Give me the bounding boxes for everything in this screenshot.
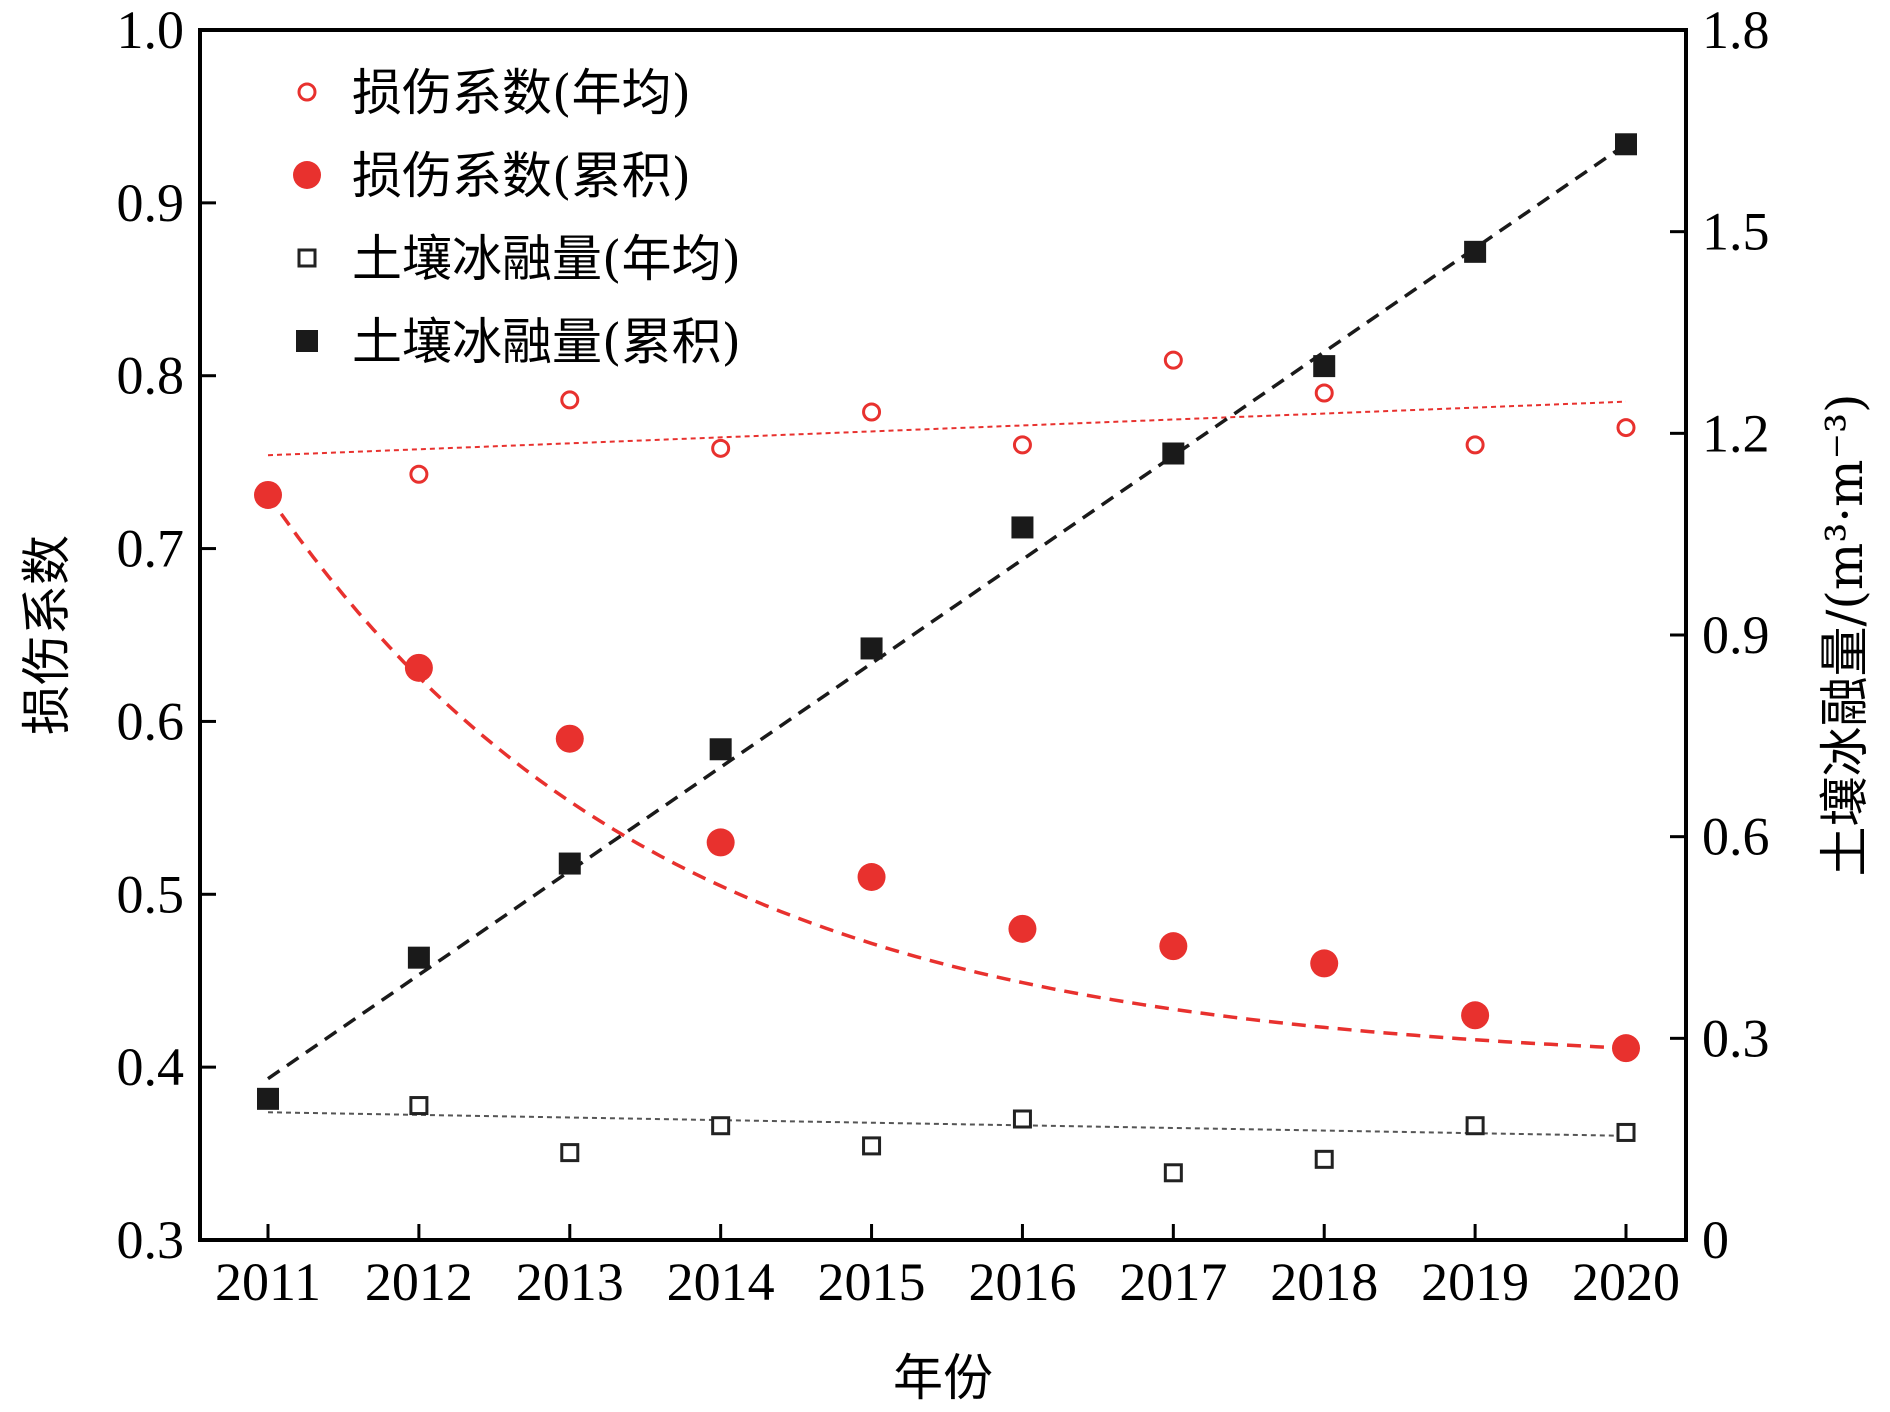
x-tick-label: 2020 (1572, 1252, 1680, 1312)
y-right-tick-label: 1.5 (1702, 202, 1770, 262)
legend-label: 土壤冰融量(累积) (352, 313, 741, 371)
data-point (1310, 949, 1339, 978)
data-point (404, 653, 433, 682)
data-point (1159, 932, 1188, 961)
legend-marker (293, 161, 321, 189)
data-point (1314, 383, 1334, 403)
legend: 损伤系数(年均) 损伤系数(累积) 土壤冰融量(年均) 土壤冰融量(累积) (293, 64, 741, 371)
data-point (1464, 240, 1487, 263)
x-tick-label: 2011 (215, 1252, 321, 1312)
y-left-tick-label: 0.4 (117, 1037, 185, 1097)
legend-marker (297, 82, 317, 102)
data-point (709, 738, 732, 761)
y-left-tick-label: 0.8 (117, 346, 185, 406)
data-point (711, 438, 731, 458)
trend-line (267, 1111, 1627, 1137)
data-point (254, 480, 282, 509)
trend-line (266, 493, 1627, 1050)
x-tick-label: 2018 (1270, 1252, 1378, 1312)
x-axis: 2011 2012 2013 2014 2015 2016 2017 2018 2019 2020 (215, 1224, 1680, 1312)
data-point (1162, 442, 1185, 465)
trend-line (267, 400, 1627, 457)
legend-marker (297, 248, 317, 268)
data-point (257, 1087, 279, 1110)
data-point (1008, 914, 1037, 943)
x-tick-label: 2015 (818, 1252, 926, 1312)
legend-label: 土壤冰融量(年均) (352, 230, 741, 288)
y-right-tick-label: 0.9 (1702, 605, 1770, 665)
y-left-tick-label: 0.6 (117, 691, 185, 751)
y-left-tick-label: 0.9 (117, 173, 185, 233)
x-tick-label: 2012 (365, 1252, 473, 1312)
y-axis-left: 0.3 0.4 0.5 0.6 0.7 0.8 0.9 1.0 (117, 0, 216, 1270)
x-tick-label: 2016 (968, 1252, 1076, 1312)
y-right-tick-label: 0 (1702, 1210, 1729, 1270)
data-point (706, 828, 735, 857)
data-point (409, 464, 429, 484)
legend-label: 损伤系数(年均) (352, 64, 691, 122)
y-axis-left-title: 损伤系数 (18, 535, 76, 735)
data-point (1313, 355, 1336, 378)
data-point (409, 1096, 429, 1116)
data-point (558, 852, 581, 875)
y-left-tick-label: 0.5 (117, 864, 185, 924)
x-tick-label: 2017 (1119, 1252, 1227, 1312)
data-point (1465, 435, 1485, 455)
y-left-tick-label: 1.0 (117, 0, 185, 60)
data-point (1465, 1116, 1485, 1136)
data-point (1616, 418, 1636, 438)
data-point (1163, 1163, 1183, 1183)
plot-frame (198, 28, 1688, 1242)
trend-lines (266, 142, 1627, 1137)
data-point (1012, 1109, 1032, 1129)
data-point (1461, 1001, 1490, 1030)
data-point (1011, 516, 1034, 539)
data-point (1314, 1149, 1334, 1169)
y-right-tick-label: 1.8 (1702, 0, 1770, 60)
data-markers (254, 133, 1640, 1183)
y-left-tick-label: 0.3 (117, 1210, 185, 1270)
x-axis-title: 年份 (893, 1349, 993, 1407)
y-right-tick-label: 1.2 (1702, 403, 1770, 463)
data-point (555, 724, 584, 753)
data-point (560, 390, 580, 410)
data-point (560, 1143, 580, 1163)
data-point (1163, 350, 1183, 370)
x-tick-label: 2014 (667, 1252, 775, 1312)
x-tick-label: 2013 (516, 1252, 624, 1312)
x-tick-label: 2019 (1421, 1252, 1529, 1312)
data-point (711, 1116, 731, 1136)
y-right-tick-label: 0.6 (1702, 807, 1770, 867)
y-left-tick-label: 0.7 (117, 519, 185, 579)
legend-label: 损伤系数(累积) (352, 147, 691, 205)
data-point (1616, 1122, 1636, 1142)
y-right-tick-label: 0.3 (1702, 1008, 1770, 1068)
data-point (862, 1136, 882, 1156)
data-point (862, 402, 882, 422)
data-point (1012, 435, 1032, 455)
y-axis-right-title: 土壤冰融量/(m³·m⁻³) (1816, 393, 1874, 876)
data-point (1612, 1034, 1640, 1063)
legend-marker (296, 330, 318, 352)
data-point (860, 637, 883, 660)
data-point (1615, 133, 1637, 156)
data-point (857, 863, 886, 891)
y-axis-right: 0 0.3 0.6 0.9 1.2 1.5 1.8 (1670, 0, 1770, 1270)
data-point (407, 946, 430, 969)
